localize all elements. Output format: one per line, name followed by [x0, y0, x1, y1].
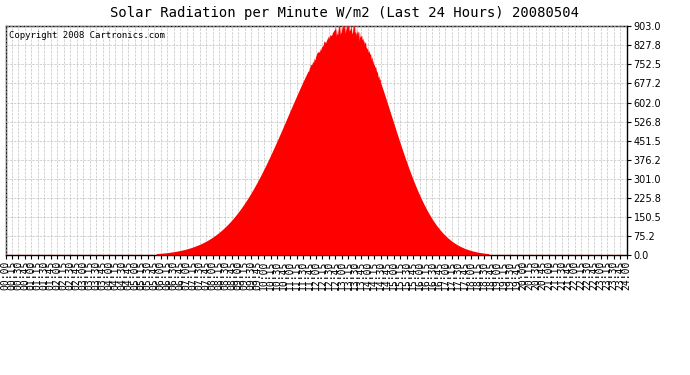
Text: Copyright 2008 Cartronics.com: Copyright 2008 Cartronics.com	[8, 31, 164, 40]
Text: Solar Radiation per Minute W/m2 (Last 24 Hours) 20080504: Solar Radiation per Minute W/m2 (Last 24…	[110, 6, 580, 20]
